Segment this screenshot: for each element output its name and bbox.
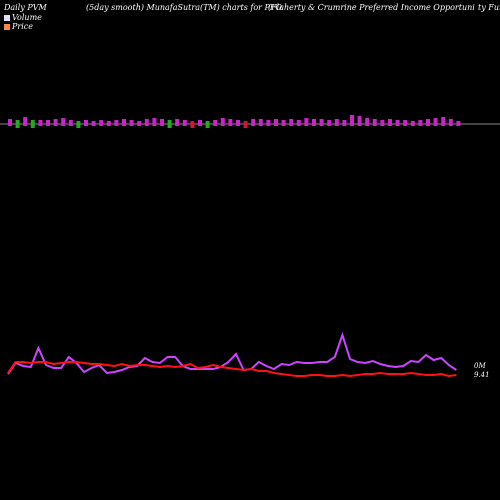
volume-bar bbox=[8, 119, 12, 126]
volume-bar bbox=[289, 119, 294, 126]
price-label-top: 0M bbox=[474, 362, 486, 370]
legend-price: Price bbox=[4, 22, 33, 31]
volume-bar bbox=[175, 119, 180, 126]
volume-bar bbox=[137, 121, 142, 126]
volume-bar bbox=[448, 119, 453, 126]
volume-bar bbox=[30, 120, 35, 128]
volume-bar bbox=[160, 119, 164, 126]
volume-bar bbox=[236, 120, 240, 126]
chart-title-left: Daily PVM bbox=[4, 3, 47, 12]
volume-bar bbox=[15, 120, 20, 128]
legend-volume-label: Volume bbox=[12, 13, 42, 22]
volume-bar bbox=[410, 121, 415, 126]
volume-bar bbox=[281, 120, 286, 126]
volume-bar bbox=[91, 121, 96, 126]
volume-bar bbox=[53, 119, 58, 126]
volume-bar bbox=[99, 120, 104, 126]
volume-bar bbox=[144, 119, 149, 126]
volume-bar bbox=[274, 119, 278, 126]
volume-bar bbox=[342, 120, 347, 126]
volume-bar bbox=[456, 121, 461, 126]
volume-bar bbox=[220, 118, 225, 126]
volume-bar bbox=[68, 120, 73, 126]
volume-bar bbox=[228, 119, 233, 126]
legend-price-swatch bbox=[4, 24, 10, 30]
volume-line bbox=[7, 331, 457, 375]
volume-bar bbox=[167, 120, 172, 128]
volume-bar bbox=[380, 120, 385, 126]
volume-bar bbox=[106, 121, 111, 126]
volume-bar bbox=[327, 120, 332, 126]
volume-bar bbox=[403, 120, 408, 126]
volume-bar bbox=[182, 120, 187, 126]
volume-bar bbox=[243, 121, 248, 128]
volume-bar bbox=[251, 119, 256, 126]
volume-bar bbox=[395, 120, 400, 126]
volume-bar bbox=[258, 119, 263, 126]
legend-price-label: Price bbox=[12, 22, 33, 31]
volume-bar bbox=[365, 118, 370, 126]
volume-bar bbox=[46, 120, 50, 126]
volume-bar bbox=[418, 120, 423, 126]
volume-bar bbox=[84, 120, 88, 126]
price-line bbox=[7, 361, 457, 378]
chart-title-right: (Flaherty & Crumrine Preferred Income Op… bbox=[268, 3, 475, 12]
volume-bar bbox=[190, 121, 195, 128]
volume-bar bbox=[205, 121, 210, 128]
volume-bar bbox=[426, 119, 430, 126]
volume-bar bbox=[296, 120, 301, 126]
volume-bar bbox=[372, 119, 377, 126]
volume-bar bbox=[388, 119, 392, 126]
chart-title-middle: (5day smooth) MunafaSutra(TM) charts for… bbox=[86, 3, 282, 12]
volume-bar bbox=[441, 117, 446, 126]
volume-bar bbox=[350, 115, 354, 126]
volume-bar bbox=[61, 118, 66, 126]
legend-volume-swatch bbox=[4, 15, 10, 21]
volume-bar bbox=[334, 119, 339, 126]
volume-bar bbox=[76, 121, 81, 128]
volume-bar bbox=[152, 118, 157, 126]
volume-bar bbox=[304, 118, 309, 126]
volume-bar bbox=[266, 120, 271, 126]
volume-bar bbox=[114, 120, 119, 126]
chart-title-far-right: ty Fun bbox=[478, 3, 500, 12]
volume-bar bbox=[319, 119, 324, 126]
volume-bar bbox=[38, 120, 43, 126]
volume-bar bbox=[213, 120, 218, 126]
volume-bar bbox=[129, 120, 134, 126]
volume-bar bbox=[357, 116, 362, 126]
volume-bars bbox=[8, 115, 461, 128]
volume-bar bbox=[433, 118, 438, 126]
volume-bar bbox=[23, 117, 28, 126]
legend-volume: Volume bbox=[4, 13, 42, 22]
volume-bar bbox=[312, 119, 316, 126]
volume-bar bbox=[122, 119, 126, 126]
volume-bar bbox=[198, 120, 202, 126]
price-label-bottom: 9.41 bbox=[474, 371, 490, 379]
